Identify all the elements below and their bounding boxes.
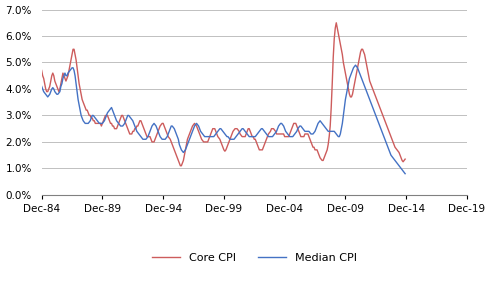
Core CPI	[402, 158, 408, 161]
Median CPI	[159, 138, 165, 141]
Core CPI	[333, 21, 339, 24]
Median CPI	[198, 130, 204, 133]
Median CPI	[353, 63, 358, 67]
Core CPI	[384, 124, 390, 128]
Core CPI	[83, 108, 89, 112]
Line: Core CPI: Core CPI	[42, 23, 405, 166]
Median CPI	[383, 140, 389, 144]
Line: Median CPI: Median CPI	[42, 65, 405, 174]
Core CPI	[147, 135, 153, 138]
Median CPI	[39, 85, 45, 88]
Median CPI	[402, 172, 408, 175]
Core CPI	[165, 135, 171, 138]
Median CPI	[165, 132, 171, 136]
Median CPI	[83, 122, 89, 125]
Median CPI	[147, 130, 153, 133]
Core CPI	[159, 122, 165, 125]
Core CPI	[199, 138, 205, 141]
Core CPI	[177, 164, 183, 167]
Legend: Core CPI, Median CPI: Core CPI, Median CPI	[147, 248, 361, 267]
Core CPI	[39, 69, 45, 72]
